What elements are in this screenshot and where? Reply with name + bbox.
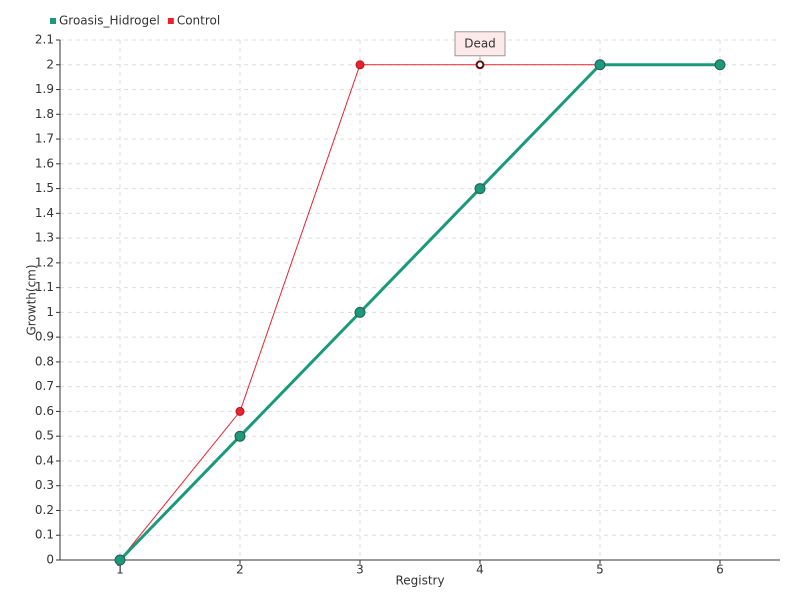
y-tick-label: 0.6 [35, 404, 54, 418]
y-tick-label: 0.7 [35, 379, 54, 393]
y-tick-label: 1.2 [35, 255, 54, 269]
data-point [355, 60, 365, 70]
annotation-text: Dead [464, 36, 496, 50]
annotation-point [476, 61, 484, 69]
x-tick-label: 4 [476, 563, 484, 577]
y-tick-label: 2.1 [35, 33, 54, 47]
y-tick-label: 1.7 [35, 132, 54, 146]
legend-label: Groasis_Hidrogel [59, 14, 160, 28]
x-tick-label: 2 [236, 563, 244, 577]
x-axis-label: Registry [395, 574, 444, 588]
y-tick-label: 0 [46, 553, 54, 567]
y-tick-label: 1.3 [35, 231, 54, 245]
y-tick-label: 0.4 [35, 453, 54, 467]
data-point [594, 59, 606, 71]
data-point [354, 306, 366, 318]
data-point [114, 554, 126, 566]
y-tick-label: 0.5 [35, 429, 54, 443]
y-tick-label: 1.9 [35, 82, 54, 96]
y-tick-label: 1.6 [35, 156, 54, 170]
series-line [118, 63, 720, 562]
legend-swatch [167, 18, 174, 24]
y-axis-label: Growth(cm) [25, 264, 39, 335]
legend-swatch [50, 18, 56, 24]
y-tick-label: 0.1 [35, 528, 54, 542]
y-tick-label: 2 [46, 57, 54, 71]
legend-label: Control [177, 14, 220, 28]
y-tick-label: 1.8 [35, 107, 54, 121]
data-point [474, 183, 486, 195]
y-tick-label: 1.1 [35, 280, 54, 294]
data-point [234, 430, 246, 442]
y-tick-label: 1.4 [35, 206, 54, 220]
y-tick-label: 1.5 [35, 181, 54, 195]
x-tick-label: 1 [116, 563, 124, 577]
y-tick-label: 0.3 [35, 478, 54, 492]
y-tick-label: 0.2 [35, 503, 54, 517]
y-tick-label: 0.9 [35, 330, 54, 344]
data-point [714, 59, 726, 71]
x-tick-label: 3 [356, 563, 364, 577]
data-point [235, 406, 245, 416]
x-tick-label: 5 [596, 563, 604, 577]
y-tick-label: 1 [46, 305, 54, 319]
annotation-box [454, 31, 506, 57]
x-tick-label: 6 [716, 563, 724, 577]
y-tick-label: 0.8 [35, 354, 54, 368]
